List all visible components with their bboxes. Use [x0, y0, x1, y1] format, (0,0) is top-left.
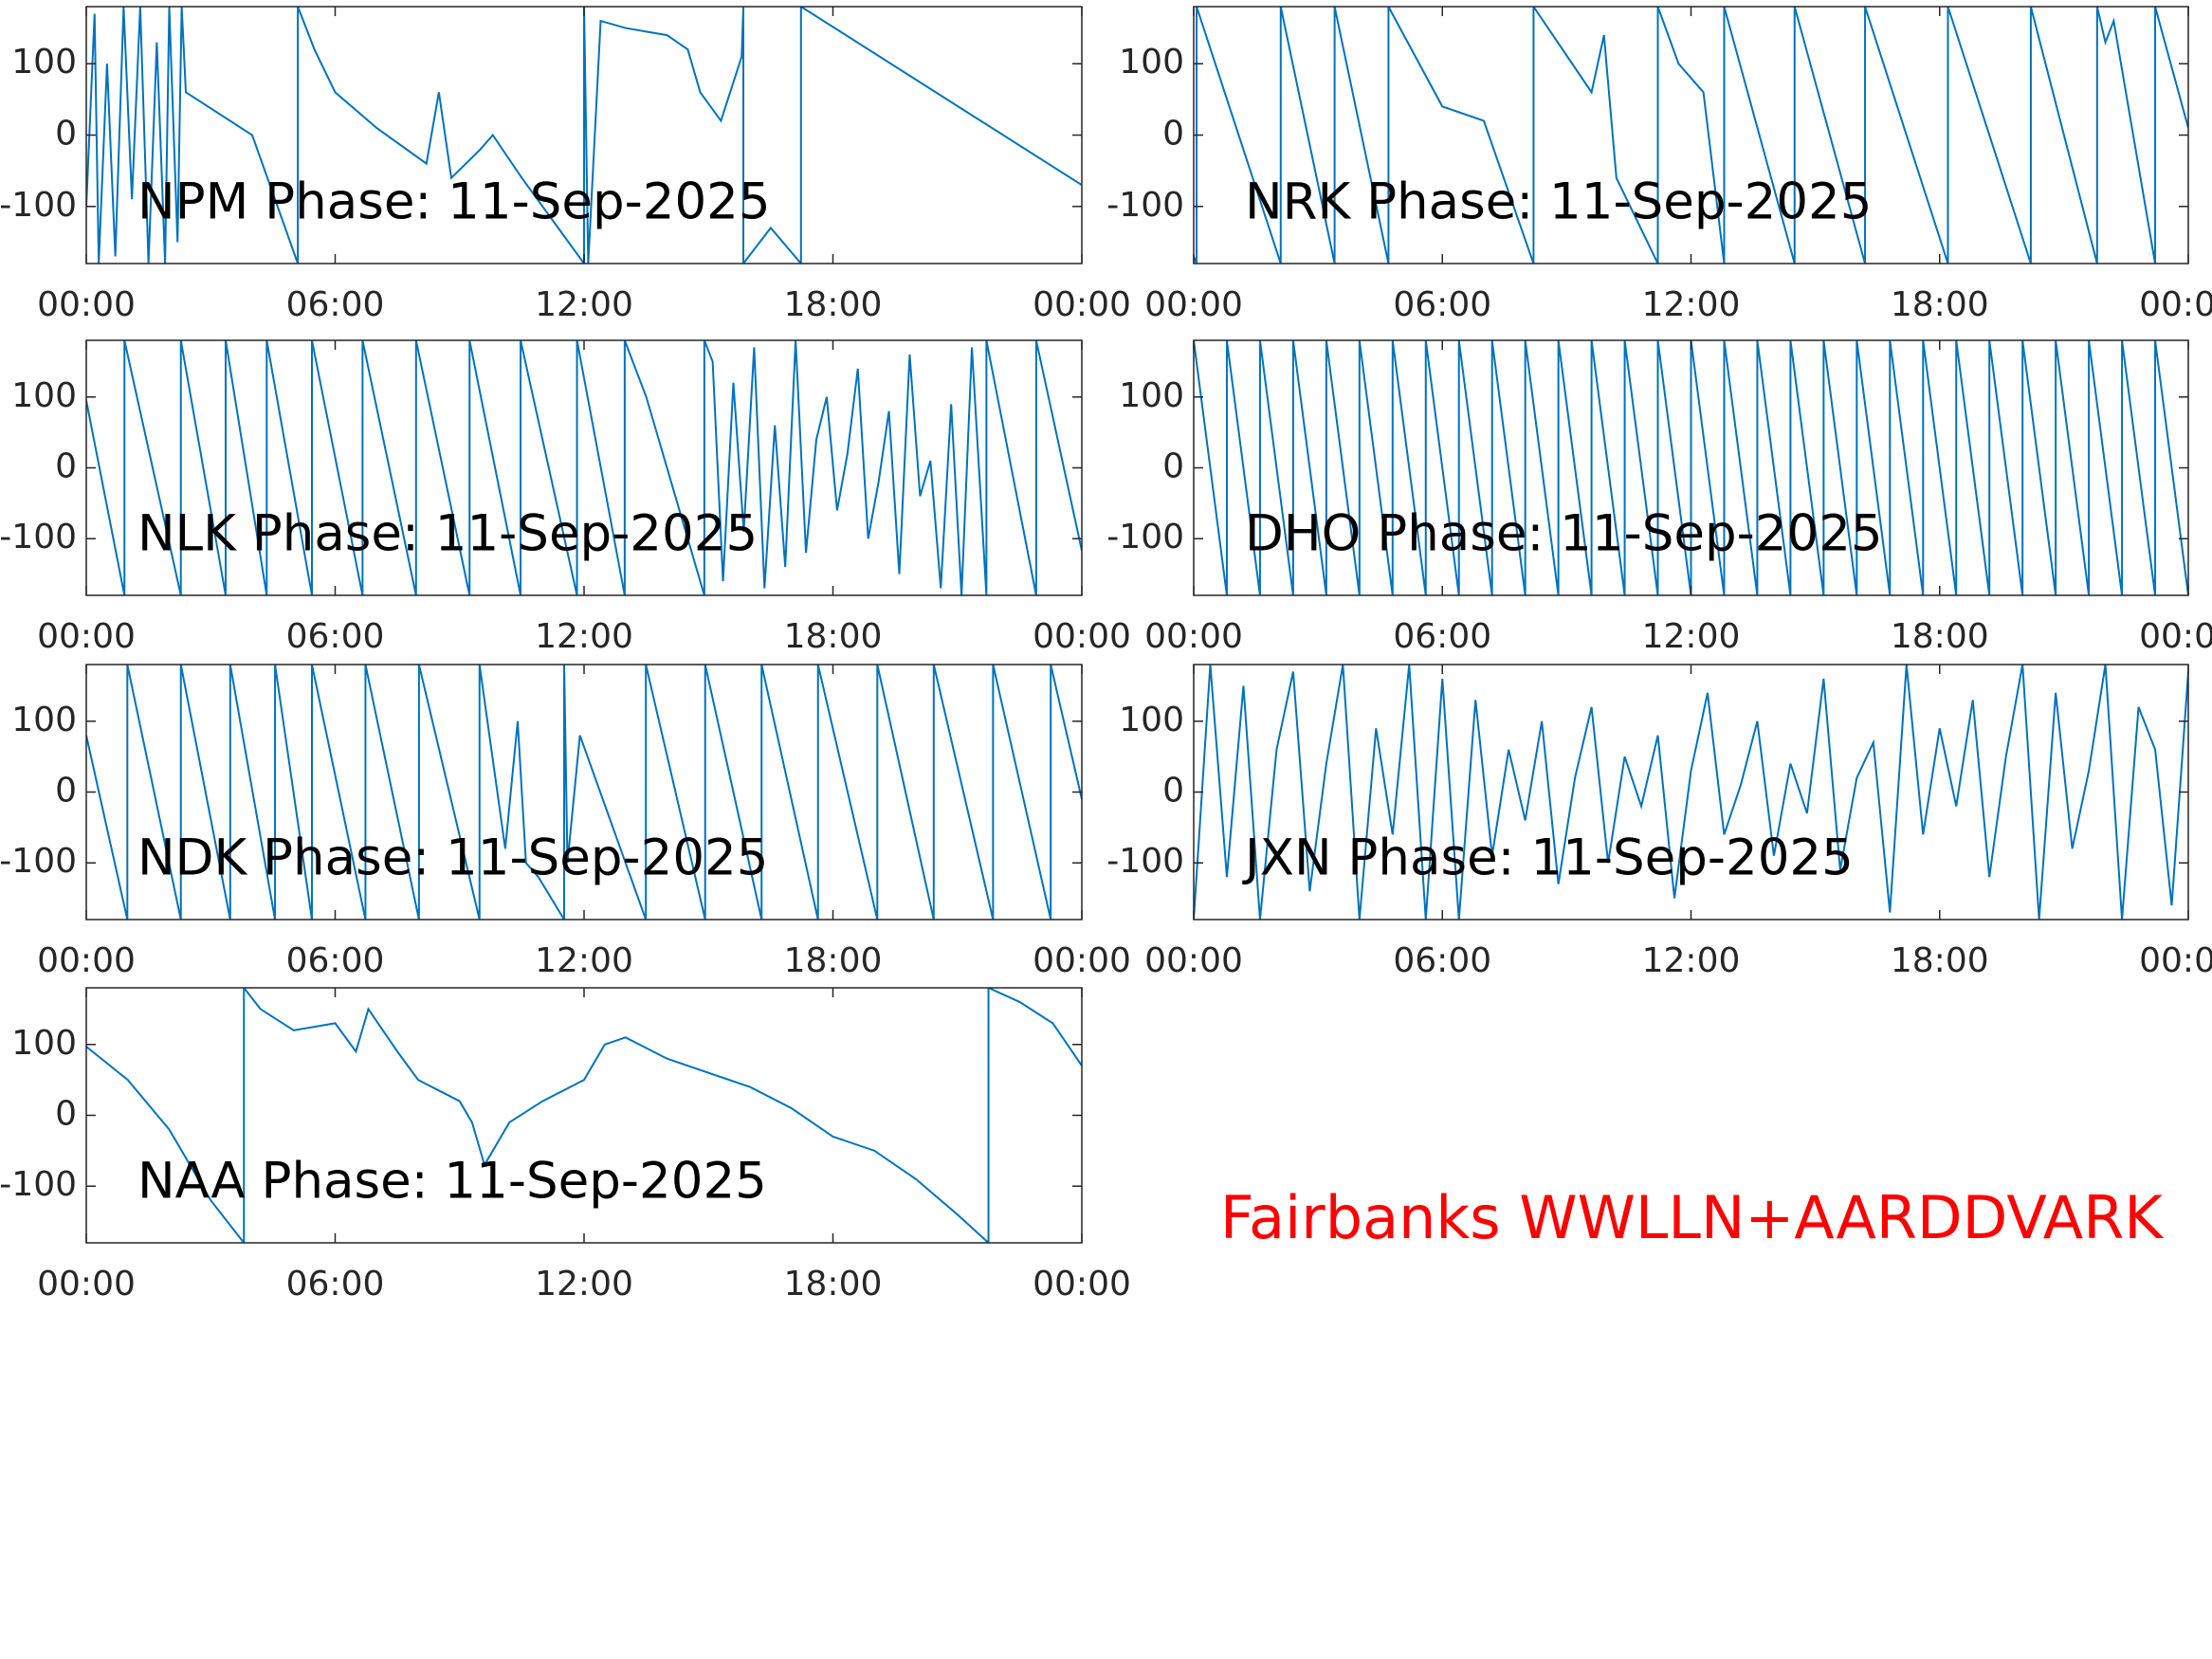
phase-line: [1194, 665, 2188, 920]
x-tick-label: 12:00: [535, 1265, 633, 1304]
x-tick-label: 18:00: [784, 1265, 883, 1304]
panel: 00:00 06:00 12:00 18:00 00:00 -100 0 100 JXN Pha…: [1106, 664, 2212, 980]
x-tick-label: 18:00: [784, 941, 883, 980]
x-tick-label: 00:00: [2139, 617, 2212, 656]
x-tick-label: 00:00: [1033, 941, 1131, 980]
x-tick-label: 00:00: [37, 285, 136, 324]
x-tick-label: 00:00: [1144, 941, 1243, 980]
x-tick-label: 12:00: [535, 941, 633, 980]
y-tick-label: 0: [55, 115, 77, 154]
x-tick-label: 00:00: [1144, 285, 1243, 324]
plot-area: [1194, 665, 2188, 920]
panel: 00:00 06:00 12:00 18:00 00:00 -100 0 100 NDK Pha…: [0, 664, 1131, 980]
x-tick-label: 00:00: [37, 941, 136, 980]
plot-area: [1194, 7, 2188, 264]
x-tick-label: 00:00: [1144, 617, 1243, 656]
panel: 00:00 06:00 12:00 18:00 00:00 -100 0 100 NAA Pha…: [0, 987, 1131, 1304]
y-tick-label: 0: [55, 772, 77, 811]
x-tick-label: 18:00: [1891, 285, 1989, 324]
y-tick-label: 100: [11, 1024, 77, 1063]
panel: 00:00 06:00 12:00 18:00 00:00 -100 0 100 DHO Pha…: [1106, 339, 2212, 656]
x-tick-label: 00:00: [37, 617, 136, 656]
caption: Fairbanks WWLLN+AARDDVARK: [1220, 1183, 2164, 1252]
x-tick-label: 06:00: [1393, 285, 1491, 324]
x-tick-label: 18:00: [784, 617, 883, 656]
panel-title: NAA Phase: 11-Sep-2025: [137, 1153, 767, 1211]
x-tick-label: 00:00: [37, 1265, 136, 1304]
panel-title: JXN Phase: 11-Sep-2025: [1242, 830, 1854, 887]
phase-line: [86, 7, 1082, 264]
y-tick-label: 100: [1119, 701, 1184, 739]
panel: 00:00 06:00 12:00 18:00 00:00 -100 0 100 NRK Pha…: [1106, 6, 2212, 324]
x-tick-label: 00:00: [2139, 941, 2212, 980]
y-tick-label: 100: [1119, 376, 1184, 415]
x-tick-label: 18:00: [1891, 617, 1989, 656]
y-tick-label: 100: [11, 376, 77, 415]
plot-area: [86, 988, 1082, 1243]
y-tick-label: -100: [0, 1165, 77, 1204]
x-tick-label: 12:00: [1642, 617, 1741, 656]
x-tick-label: 18:00: [784, 285, 883, 324]
x-tick-label: 18:00: [1891, 941, 1989, 980]
x-tick-label: 06:00: [1393, 941, 1491, 980]
panel: 00:00 06:00 12:00 18:00 00:00 -100 0 100 NLK Pha…: [0, 339, 1131, 656]
phase-line: [1194, 7, 2188, 264]
x-tick-label: 06:00: [1393, 617, 1491, 656]
panel: 00:00 06:00 12:00 18:00 00:00 -100 0 100 NPM Pha…: [0, 6, 1131, 324]
panel-title: NDK Phase: 11-Sep-2025: [137, 830, 768, 887]
panel-title: NPM Phase: 11-Sep-2025: [137, 173, 771, 231]
y-tick-label: -100: [1106, 186, 1184, 225]
x-tick-label: 06:00: [286, 285, 385, 324]
y-tick-label: 0: [55, 1095, 77, 1134]
y-tick-label: -100: [1106, 518, 1184, 556]
y-tick-label: -100: [0, 186, 77, 225]
x-tick-label: 12:00: [535, 617, 633, 656]
x-tick-label: 12:00: [535, 285, 633, 324]
y-tick-label: 100: [11, 701, 77, 739]
phase-line: [86, 665, 1082, 920]
phase-line: [86, 340, 1082, 595]
x-tick-label: 12:00: [1642, 285, 1741, 324]
y-tick-label: -100: [0, 842, 77, 881]
y-tick-label: 100: [11, 43, 77, 82]
y-tick-label: 0: [1162, 447, 1184, 486]
phase-line: [1194, 340, 2188, 595]
x-tick-label: 00:00: [1033, 285, 1131, 324]
x-tick-label: 00:00: [1033, 1265, 1131, 1304]
y-tick-label: 0: [1162, 772, 1184, 811]
panel-title: NRK Phase: 11-Sep-2025: [1245, 173, 1873, 231]
y-tick-label: 0: [55, 447, 77, 486]
x-tick-label: 00:00: [2139, 285, 2212, 324]
y-tick-label: 0: [1162, 115, 1184, 154]
x-tick-label: 06:00: [286, 941, 385, 980]
y-tick-label: 100: [1119, 43, 1184, 82]
y-tick-label: -100: [0, 518, 77, 556]
x-tick-label: 06:00: [286, 1265, 385, 1304]
phase-line: [86, 988, 1082, 1243]
panel-title: NLK Phase: 11-Sep-2025: [137, 505, 758, 563]
panel-title: DHO Phase: 11-Sep-2025: [1245, 505, 1883, 563]
y-tick-label: -100: [1106, 842, 1184, 881]
x-tick-label: 12:00: [1642, 941, 1741, 980]
x-tick-label: 06:00: [286, 617, 385, 656]
x-tick-label: 00:00: [1033, 617, 1131, 656]
